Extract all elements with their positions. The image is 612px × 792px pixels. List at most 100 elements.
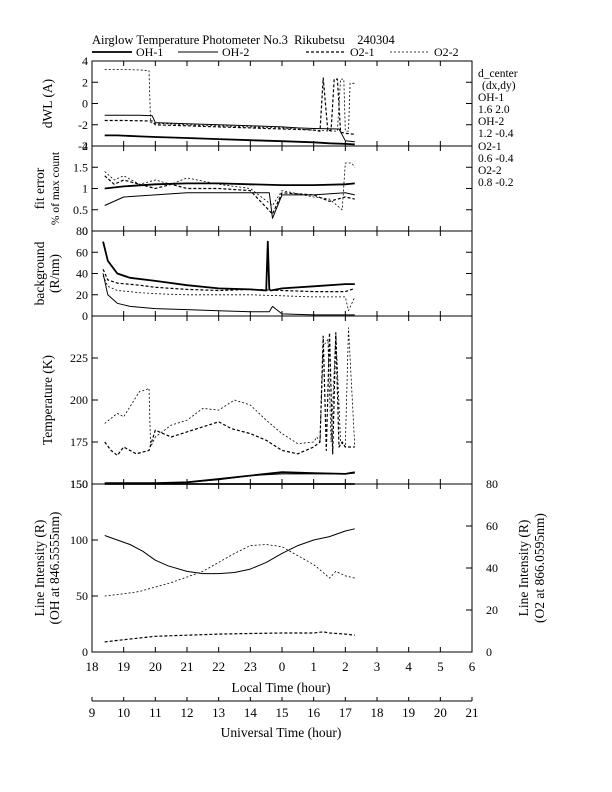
panel-dwl: 4 2 0 -2 -4 dWL (A) bbox=[40, 54, 473, 153]
series-o2-1-line bbox=[104, 175, 355, 215]
y-tick-label: 40 bbox=[76, 267, 88, 281]
series-o2-2-line bbox=[104, 69, 355, 132]
y-tick-label: 50 bbox=[76, 589, 88, 603]
ut-tick-label: 14 bbox=[244, 705, 258, 720]
x-tick-label: 19 bbox=[117, 659, 130, 674]
x-axis-label: Local Time (hour) bbox=[232, 680, 331, 695]
y-right-axis-label: Line Intensity (R) bbox=[516, 520, 531, 617]
panel-frame bbox=[91, 483, 473, 653]
y-tick-label: 0 bbox=[82, 97, 88, 111]
y-tick-label: 20 bbox=[76, 288, 88, 302]
ut-tick-label: 16 bbox=[307, 705, 321, 720]
ut-tick-label: 19 bbox=[402, 705, 415, 720]
x-tick-label: 18 bbox=[86, 659, 99, 674]
y-axis-label: fit error bbox=[32, 167, 47, 209]
side-info-label: OH-2 bbox=[478, 116, 504, 128]
y-tick-label: 175 bbox=[70, 435, 88, 449]
ut-tick-label: 13 bbox=[212, 705, 225, 720]
side-info: d_center(dx,dy)OH-11.6 2.0OH-21.2 -0.4O2… bbox=[478, 68, 518, 189]
panel-frame bbox=[91, 145, 473, 232]
y-tick-label: -4 bbox=[78, 139, 88, 153]
y-tick-label: -2 bbox=[78, 118, 88, 132]
ut-tick-label: 20 bbox=[434, 705, 447, 720]
x-tick-label: 20 bbox=[149, 659, 162, 674]
ut-tick-label: 18 bbox=[371, 705, 384, 720]
legend-label-oh-1: OH-1 bbox=[136, 45, 163, 59]
x-tick-label: 0 bbox=[279, 659, 286, 674]
ut-tick-label: 12 bbox=[181, 705, 194, 720]
y-tick-label: 150 bbox=[70, 477, 88, 491]
y-tick-label: 0 bbox=[82, 645, 88, 659]
y-right-tick-label: 20 bbox=[486, 603, 498, 617]
series-o2-1-line bbox=[104, 77, 355, 135]
ut-tick-label: 15 bbox=[276, 705, 289, 720]
panel-bg: 80 60 40 20 0 background (R/nm) bbox=[32, 224, 473, 323]
side-info-value: 1.2 -0.4 bbox=[478, 128, 514, 140]
x-tick-label: 22 bbox=[212, 659, 225, 674]
side-info-label: O2-1 bbox=[478, 141, 502, 153]
y-tick-label: 1.5 bbox=[73, 160, 88, 174]
series-oh-2-line bbox=[102, 273, 355, 316]
series-oh-2-line bbox=[104, 114, 355, 143]
side-info-subheading: (dx,dy) bbox=[482, 80, 516, 92]
legend-label-o2-2: O2-2 bbox=[434, 45, 459, 59]
x-tick-label: 6 bbox=[469, 659, 476, 674]
series-oh-2-line bbox=[104, 192, 355, 219]
side-info-value: 0.8 -0.2 bbox=[478, 177, 514, 189]
y-tick-label: 225 bbox=[70, 351, 88, 365]
ut-axis-label: Universal Time (hour) bbox=[221, 725, 342, 740]
y-tick-label: 200 bbox=[70, 393, 88, 407]
series-oh-2-line bbox=[104, 528, 355, 575]
side-info-heading: d_center bbox=[478, 68, 518, 80]
y-axis-label: dWL (A) bbox=[40, 79, 55, 128]
x-tick-label: 21 bbox=[181, 659, 194, 674]
ut-tick-label: 21 bbox=[466, 705, 479, 720]
panel-frame bbox=[91, 60, 473, 147]
y-tick-label: 80 bbox=[76, 224, 88, 238]
x-tick-label: 3 bbox=[374, 659, 381, 674]
panel-fit: 2 1.5 1 0.5 0 fit error% of max count bbox=[32, 139, 473, 238]
x-tick-label: 1 bbox=[310, 659, 317, 674]
x-tick-label: 5 bbox=[437, 659, 444, 674]
y-tick-label: 0 bbox=[82, 224, 88, 238]
series-o2-2-line bbox=[104, 327, 356, 448]
series-o2-1-line bbox=[102, 269, 355, 293]
ut-tick-label: 10 bbox=[117, 705, 130, 720]
series-o2-1-line bbox=[104, 631, 355, 643]
y-tick-label: 100 bbox=[70, 533, 88, 547]
series-o2-2-line bbox=[104, 162, 356, 211]
y-axis-label: background bbox=[32, 241, 47, 305]
ut-tick-label: 11 bbox=[149, 705, 162, 720]
x-axis-universal-time: Universal Time (hour) 9 10 11 12 13 14 15 16 17 1… bbox=[89, 697, 479, 740]
series-oh-1-line bbox=[104, 182, 355, 190]
y-axis-label: (OH at 846.5555nm) bbox=[47, 512, 62, 625]
series-oh-1-line bbox=[104, 134, 355, 146]
y-right-tick-label: 80 bbox=[486, 477, 498, 491]
legend: OH-1 OH-2 O2-1 O2-2 bbox=[92, 45, 459, 59]
panel-frame bbox=[91, 315, 473, 485]
panel-temp: 225 200 175 150 Temperature (K) bbox=[40, 315, 473, 491]
figure-title: Airglow Temperature Photometer No.3 Riku… bbox=[92, 33, 396, 47]
y-tick-label: 60 bbox=[76, 245, 88, 259]
y-tick-label: 4 bbox=[82, 54, 88, 68]
y-axis-label: % of max count bbox=[50, 151, 62, 225]
series-o2-2-line bbox=[102, 275, 356, 312]
series-o2-1-line bbox=[104, 332, 355, 456]
x-tick-label: 2 bbox=[342, 659, 349, 674]
x-tick-label: 23 bbox=[244, 659, 257, 674]
series-oh-1-line bbox=[102, 240, 355, 292]
y-right-tick-label: 40 bbox=[486, 561, 498, 575]
y-axis-label: Line Intensity (R) bbox=[32, 520, 47, 617]
y-tick-label: 0.5 bbox=[73, 203, 88, 217]
y-axis-label: (R/nm) bbox=[47, 254, 62, 293]
y-tick-label: 2 bbox=[82, 139, 88, 153]
side-info-value: 1.6 2.0 bbox=[478, 104, 510, 116]
y-right-tick-label: 0 bbox=[486, 645, 492, 659]
ut-tick-label: 9 bbox=[89, 705, 96, 720]
y-right-tick-label: 60 bbox=[486, 519, 498, 533]
side-info-label: O2-2 bbox=[478, 165, 502, 177]
legend-label-o2-1: O2-1 bbox=[350, 45, 375, 59]
